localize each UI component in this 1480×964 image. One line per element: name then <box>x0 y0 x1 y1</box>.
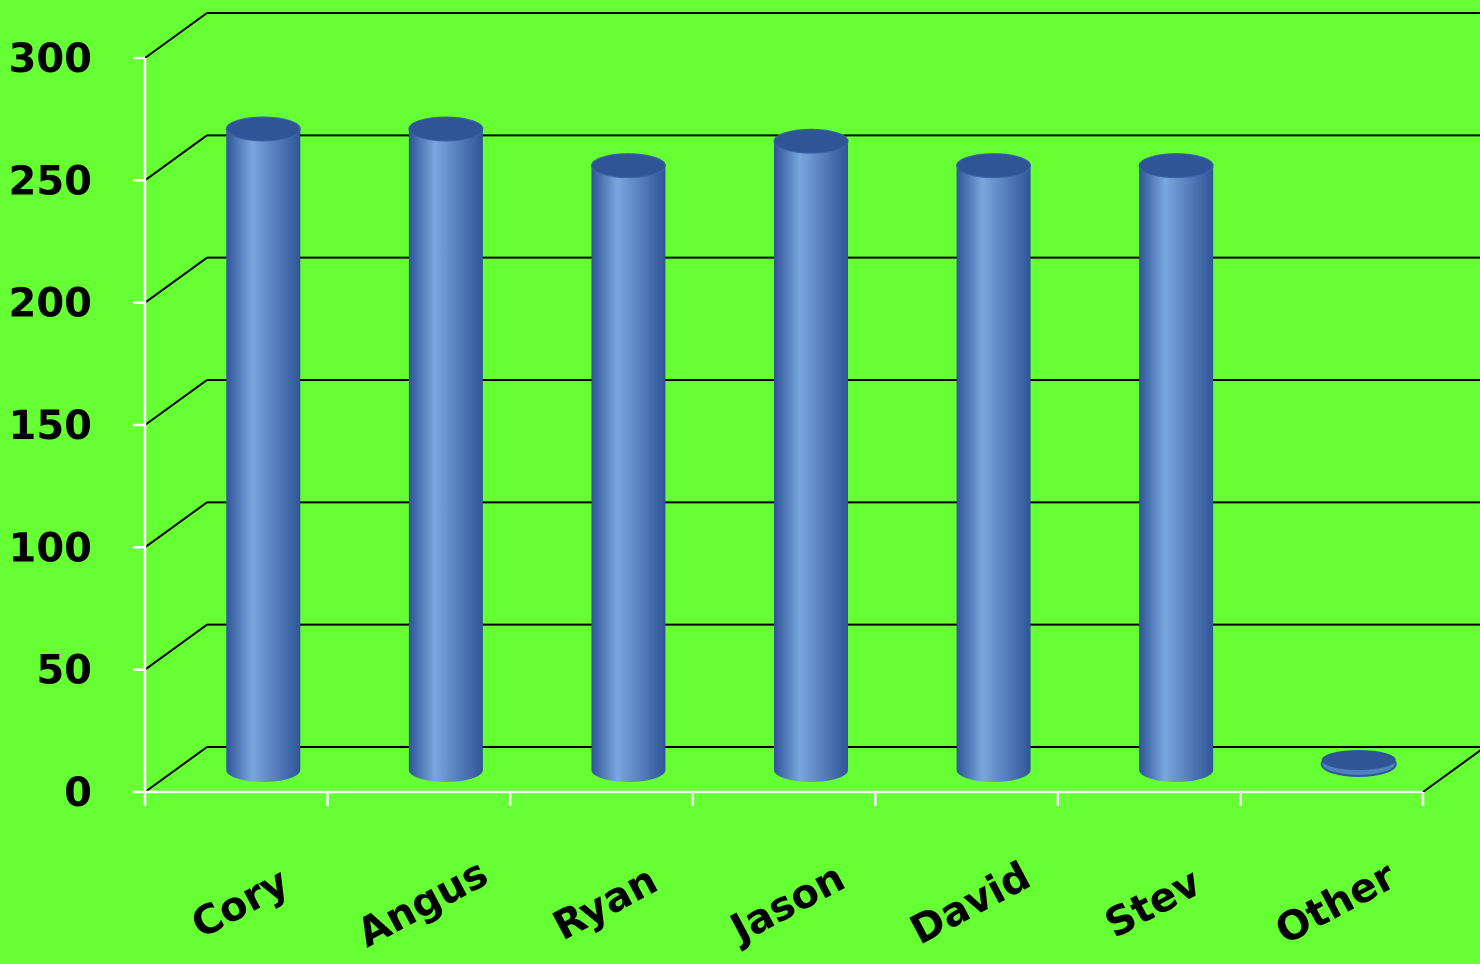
bar-top <box>1321 750 1396 770</box>
y-tick-label: 100 <box>9 525 93 571</box>
bar-body <box>591 165 666 782</box>
bar-body <box>956 165 1031 783</box>
gridline-diagonal <box>144 12 208 59</box>
bar-top <box>225 116 301 142</box>
bar-body <box>774 141 848 782</box>
bar-top <box>773 128 849 154</box>
y-tick-label: 300 <box>9 36 93 82</box>
gridline-diagonal <box>144 379 208 426</box>
gridline-diagonal <box>144 256 208 304</box>
gridline-diagonal <box>144 623 208 671</box>
y-tick-label: 150 <box>9 403 93 449</box>
bar-top <box>956 153 1032 179</box>
y-tick-label: 50 <box>36 648 92 694</box>
gridline-diagonal <box>144 746 208 793</box>
bar-david <box>956 153 1032 783</box>
bar-cory <box>225 116 301 783</box>
bar-body <box>1139 165 1214 782</box>
bar-body <box>226 128 301 783</box>
bar-jason <box>773 128 849 782</box>
bar-angus <box>408 116 484 783</box>
bar-top <box>590 153 666 179</box>
floor-edge <box>1422 749 1480 793</box>
bars <box>225 116 1397 783</box>
y-tick-label: 0 <box>64 770 92 816</box>
bar-other <box>1320 750 1397 777</box>
y-tick-label: 200 <box>9 281 93 327</box>
y-tick-label: 250 <box>9 158 93 204</box>
y-tick-labels: 0 50 100 150 200 250 300 <box>9 36 93 816</box>
gridline-diagonal <box>144 134 208 182</box>
bar-top <box>408 116 484 142</box>
bar-stev <box>1138 153 1214 782</box>
bar-ryan <box>590 153 666 782</box>
bar-top <box>1138 153 1214 179</box>
axes <box>133 56 1480 806</box>
gridline-diagonal <box>144 501 208 549</box>
bar-body <box>408 128 483 783</box>
